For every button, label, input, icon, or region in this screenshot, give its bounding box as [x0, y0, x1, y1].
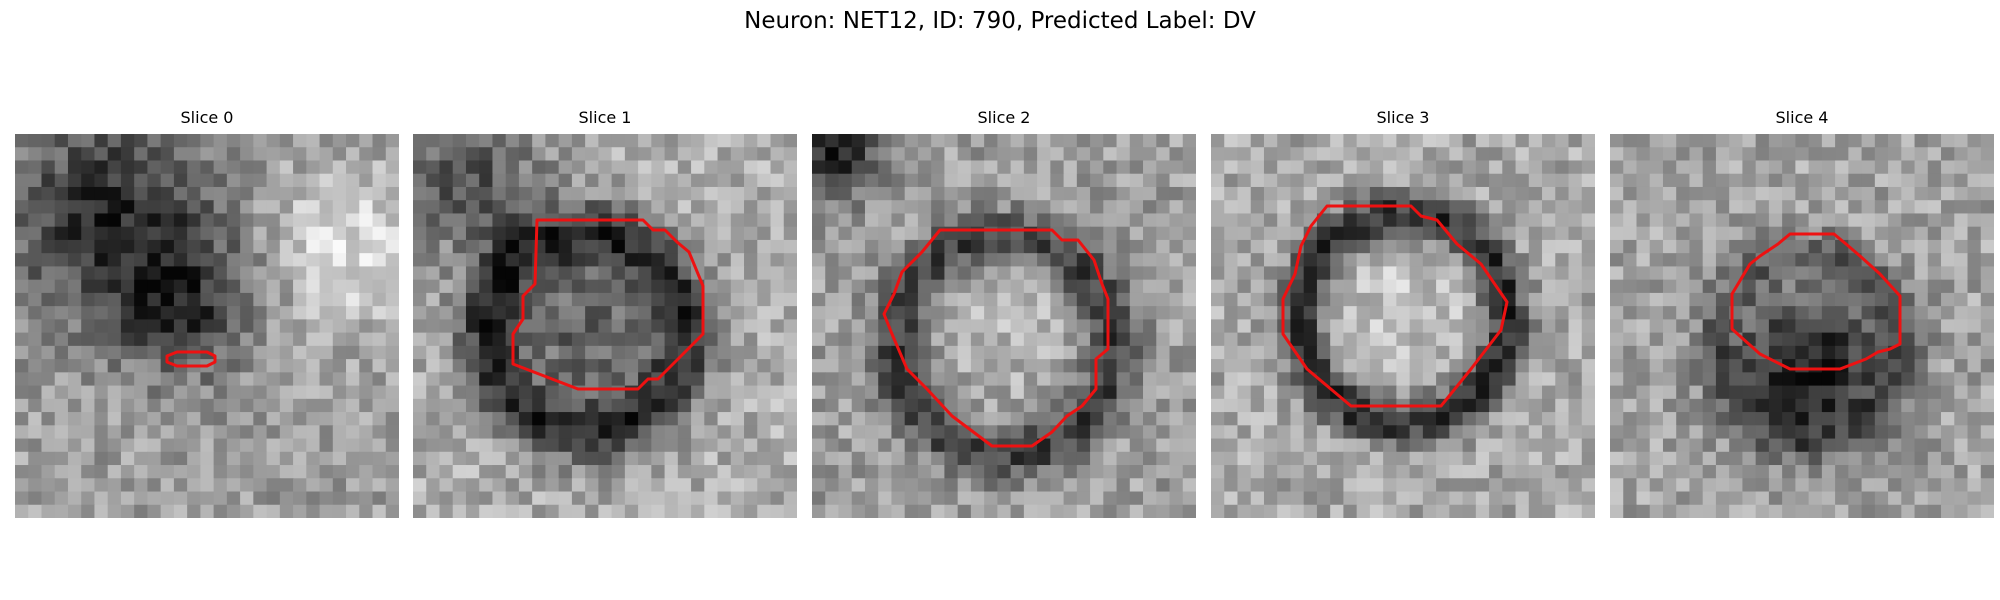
- pixel-grid: [1610, 134, 1994, 518]
- slice-title: Slice 3: [1376, 108, 1430, 127]
- slice-panel-3: Slice 3: [1211, 108, 1595, 518]
- roi-contour: [165, 350, 217, 368]
- slice-image: [812, 134, 1196, 518]
- slice-title: Slice 1: [578, 108, 632, 127]
- slice-image: [15, 134, 399, 518]
- slice-image: [413, 134, 797, 518]
- pixel-grid: [15, 134, 399, 518]
- slice-title: Slice 0: [180, 108, 234, 127]
- slice-panel-1: Slice 1: [413, 108, 797, 518]
- figure-title: Neuron: NET12, ID: 790, Predicted Label:…: [744, 8, 1256, 34]
- roi-contour: [511, 218, 705, 391]
- slice-panel-4: Slice 4: [1610, 108, 1994, 518]
- slice-title: Slice 4: [1775, 108, 1829, 127]
- slice-title: Slice 2: [977, 108, 1031, 127]
- roi-contour: [1281, 204, 1509, 408]
- roi-contour: [882, 228, 1110, 448]
- pixel-grid: [413, 134, 797, 518]
- slice-panel-2: Slice 2: [812, 108, 1196, 518]
- roi-contour: [1730, 232, 1902, 371]
- slice-panel-0: Slice 0: [15, 108, 399, 518]
- slice-image: [1211, 134, 1595, 518]
- slice-image: [1610, 134, 1994, 518]
- pixel-grid: [1211, 134, 1595, 518]
- pixel-grid: [812, 134, 1196, 518]
